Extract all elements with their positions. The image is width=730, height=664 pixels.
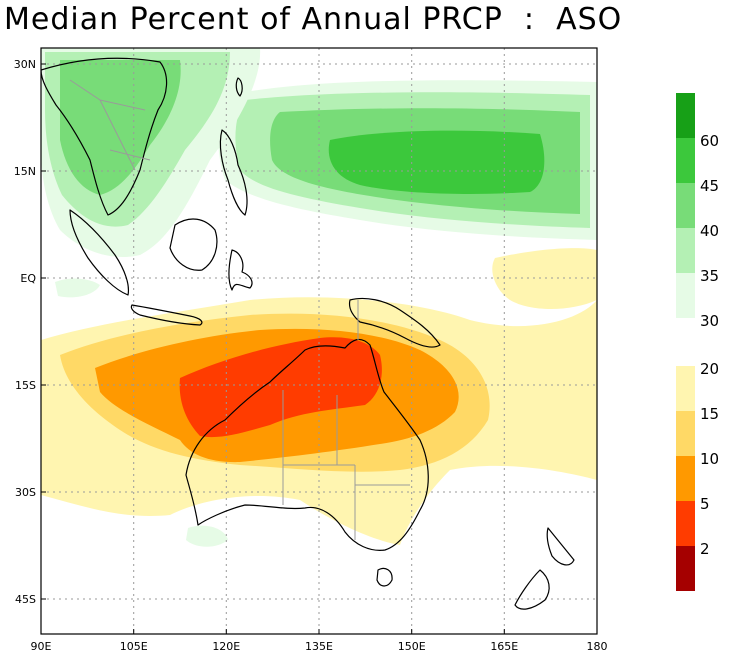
lon-tick-label: 120E: [212, 640, 240, 653]
colorbar-dry-label: 5: [700, 495, 710, 513]
lat-tick-label: 30N: [14, 58, 36, 71]
colorbar-wet-swatch: [676, 93, 695, 138]
coastlines: [41, 57, 575, 610]
wet-region-pacific-core: [328, 130, 545, 194]
colorbar-dry-swatch: [676, 456, 695, 501]
colorbar-dry-swatch: [676, 411, 695, 456]
new-zealand-north-coastline: [546, 527, 575, 566]
colorbar-dry-label: 20: [700, 360, 719, 378]
colorbar-dry-label: 2: [700, 540, 710, 558]
colorbar-wet-label: 40: [700, 222, 719, 240]
colorbar-wet-label: 30: [700, 312, 719, 330]
indochina-borders: [69, 79, 151, 171]
colorbar-wet: 60 45 40 35 30: [676, 93, 719, 330]
colorbar-wet-swatch: [676, 138, 695, 183]
lon-tick-label: 150E: [398, 640, 426, 653]
sumatra-coastline: [69, 209, 130, 296]
philippines-coastline: [219, 129, 248, 216]
java-coastline: [130, 304, 203, 326]
sulawesi-coastline: [228, 249, 253, 291]
australia-coastline: [185, 338, 429, 551]
graticule: [41, 48, 597, 634]
lat-tick-label: EQ: [20, 272, 36, 285]
new-zealand-south-coastline: [514, 569, 550, 610]
wet-region-southwest: [186, 525, 228, 547]
lat-tick-label: 15S: [15, 379, 36, 392]
lon-tick-label: 165E: [490, 640, 518, 653]
frame-ticks: [41, 63, 505, 634]
tasmania-coastline: [376, 567, 393, 587]
dry-region-20-east: [492, 248, 597, 309]
lon-tick-label: 105E: [120, 640, 148, 653]
borneo-coastline: [169, 218, 218, 271]
lat-tick-labels: 30N 15N EQ 15S 30S 45S: [14, 58, 37, 606]
colorbar-dry-label: 15: [700, 405, 719, 423]
colorbar-dry-swatch: [676, 546, 695, 591]
lat-tick-label: 45S: [15, 593, 36, 606]
political-borders: [69, 79, 410, 540]
colorbar-wet-swatch: [676, 273, 695, 318]
colorbar-dry-swatch: [676, 501, 695, 546]
lon-tick-labels: 90E 105E 120E 135E 150E 165E 180: [31, 640, 608, 653]
lon-tick-label: 135E: [305, 640, 333, 653]
dry-region-5: [179, 337, 382, 438]
colorbar-dry-swatch: [676, 366, 695, 411]
map-title: Median Percent of Annual PRCP : ASO: [4, 2, 623, 37]
wet-region-layer: [41, 48, 597, 547]
map-field: [41, 48, 597, 634]
lat-tick-label: 15N: [14, 165, 36, 178]
colorbar-wet-swatch: [676, 183, 695, 228]
lat-tick-label: 30S: [15, 486, 36, 499]
lon-tick-label: 90E: [31, 640, 52, 653]
colorbar-dry-label: 10: [700, 450, 719, 468]
wet-region-equator-west: [55, 278, 100, 298]
taiwan-coastline: [235, 77, 243, 97]
colorbar-dry: 20 15 10 5 2: [676, 360, 719, 591]
colorbar-wet-label: 60: [700, 132, 719, 150]
colorbar-wet-swatch: [676, 228, 695, 273]
lon-tick-label: 180: [587, 640, 608, 653]
colorbar-wet-label: 35: [700, 267, 719, 285]
indochina-coastline: [41, 57, 168, 216]
colorbar-wet-label: 45: [700, 177, 719, 195]
